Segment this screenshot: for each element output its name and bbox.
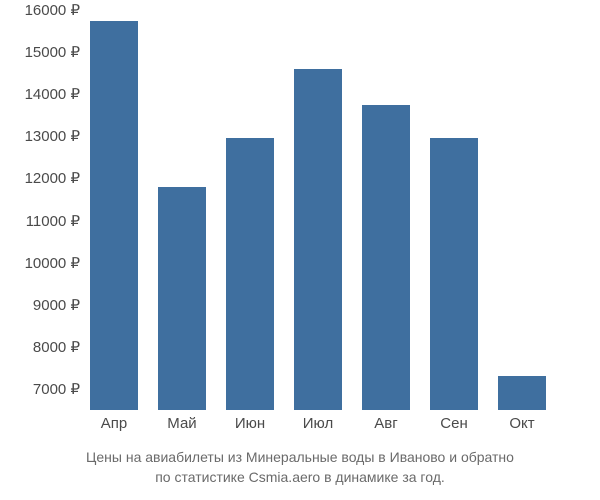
y-tick-label: 11000 ₽ [26,212,80,230]
plot-area [90,10,570,410]
caption-line-2: по статистике Csmia.aero в динамике за г… [0,468,600,488]
bar [294,69,342,410]
x-tick-label: Май [167,415,196,432]
x-tick-label: Авг [374,415,397,432]
bar [362,105,410,410]
caption-line-1: Цены на авиабилеты из Минеральные воды в… [0,448,600,468]
bar [226,138,274,410]
y-tick-label: 10000 ₽ [25,254,80,272]
y-axis: 7000 ₽ 8000 ₽ 9000 ₽ 10000 ₽ 11000 ₽ 12000 ₽ 1… [0,10,85,410]
y-tick-label: 16000 ₽ [25,1,80,19]
y-tick-label: 8000 ₽ [33,338,80,356]
x-axis: Апр Май Июн Июл Авг Сен Окт [90,415,570,440]
bar [430,138,478,410]
bar [498,376,546,410]
x-tick-label: Июл [303,415,333,432]
price-chart: 7000 ₽ 8000 ₽ 9000 ₽ 10000 ₽ 11000 ₽ 12000 ₽ 1… [0,0,600,500]
x-tick-label: Июн [235,415,265,432]
y-tick-label: 14000 ₽ [25,85,80,103]
x-tick-label: Апр [101,415,127,432]
bar [90,21,138,410]
y-tick-label: 13000 ₽ [25,127,80,145]
y-tick-label: 7000 ₽ [33,380,80,398]
bar [158,187,206,410]
y-tick-label: 15000 ₽ [25,43,80,61]
x-tick-label: Сен [440,415,467,432]
x-tick-label: Окт [509,415,534,432]
y-tick-label: 12000 ₽ [25,169,80,187]
y-tick-label: 9000 ₽ [33,296,80,314]
